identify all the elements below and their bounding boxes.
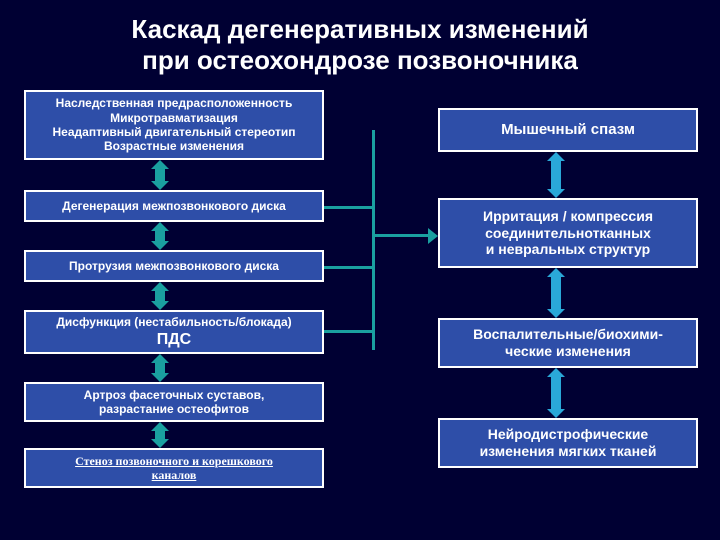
arrow-icon bbox=[545, 368, 567, 418]
left-box-l3: Дисфункция (нестабильность/блокада)ПДС bbox=[24, 310, 324, 354]
right-box-r2: Воспалительные/биохими-ческие изменения bbox=[438, 318, 698, 368]
arrow-icon bbox=[545, 152, 567, 198]
arrow-icon bbox=[149, 422, 171, 448]
arrow-icon bbox=[149, 160, 171, 190]
right-box-r3: Нейродистрофическиеизменения мягких ткан… bbox=[438, 418, 698, 468]
left-box-l2: Протрузия межпозвонкового диска bbox=[24, 250, 324, 282]
arrow-icon bbox=[149, 354, 171, 382]
right-box-r1: Ирритация / компрессиясоединительнотканн… bbox=[438, 198, 698, 268]
connector-vline bbox=[372, 130, 375, 350]
left-box-l1: Дегенерация межпозвонкового диска bbox=[24, 190, 324, 222]
right-box-r0: Мышечный спазм bbox=[438, 108, 698, 152]
arrow-icon bbox=[149, 282, 171, 310]
left-box-l4: Артроз фасеточных суставов,разрастание о… bbox=[24, 382, 324, 422]
title-line1: Каскад дегенеративных изменений bbox=[131, 14, 588, 44]
connector-stub bbox=[324, 266, 372, 269]
left-box-l0: Наследственная предрасположенностьМикрот… bbox=[24, 90, 324, 160]
connector-stub bbox=[324, 206, 372, 209]
left-box-l5: Стеноз позвоночного и корешковогоканалов bbox=[24, 448, 324, 488]
connector-stub bbox=[324, 330, 372, 333]
arrow-icon bbox=[149, 222, 171, 250]
title-line2: при остеохондрозе позвоночника bbox=[142, 45, 578, 75]
connector-arrowhead-icon bbox=[428, 228, 438, 244]
connector-stub-right bbox=[375, 234, 429, 237]
diagram-area: Наследственная предрасположенностьМикрот… bbox=[0, 90, 720, 540]
page-title: Каскад дегенеративных изменений при осте… bbox=[0, 0, 720, 86]
arrow-icon bbox=[545, 268, 567, 318]
